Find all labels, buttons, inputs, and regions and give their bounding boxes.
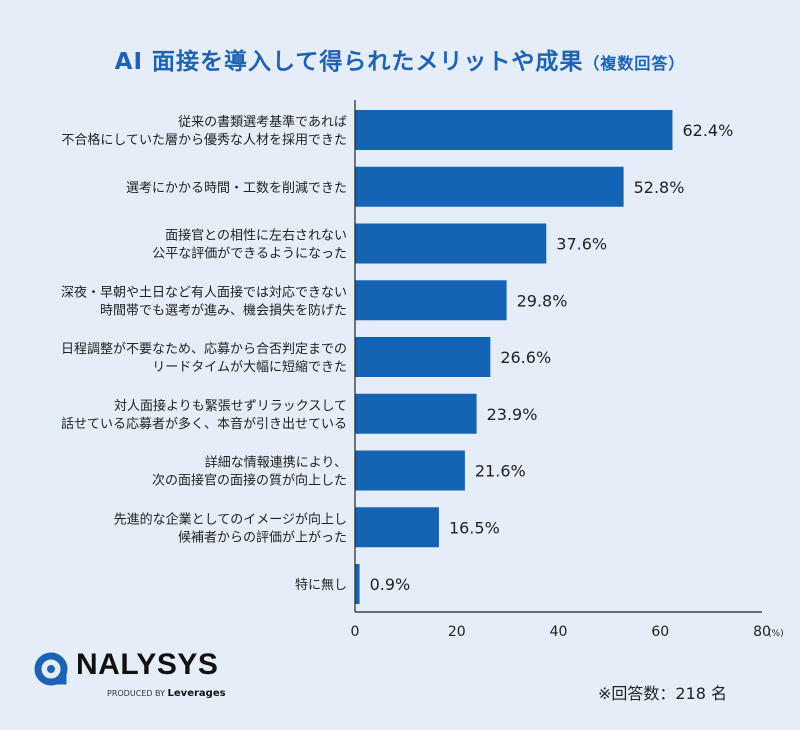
category-label: 時間帯でも選考が進み、機会損失を防げた: [100, 302, 347, 318]
chart-title: AI 面接を導入して得られたメリットや成果（複数回答）: [0, 42, 800, 76]
data-label: 52.8%: [634, 178, 685, 197]
logo-icon: [34, 652, 68, 686]
data-label: 26.6%: [500, 348, 551, 367]
logo-name: NALYSYS: [76, 648, 219, 681]
bar: [355, 166, 624, 207]
category-label: 面接官との相性に左右されない: [165, 228, 347, 244]
category-label: 選考にかかる時間・工数を削減できた: [126, 180, 347, 196]
category-label: 不合格にしていた層から優秀な人材を採用できた: [61, 132, 347, 148]
category-label: 深夜・早朝や土日など有人面接では対応できない: [61, 284, 347, 300]
company-name: Leverages: [167, 688, 226, 699]
data-label: 21.6%: [475, 462, 526, 481]
x-tick-label: 20: [448, 624, 466, 640]
bar: [355, 564, 360, 604]
category-label: 従来の書類選考基準であれば: [178, 114, 347, 130]
title-text: AI 面接を導入して得られたメリットや成果: [114, 49, 584, 75]
category-label: 候補者からの評価が上がった: [178, 530, 347, 545]
x-axis-unit: (%): [768, 629, 784, 639]
data-label: 37.6%: [556, 235, 607, 254]
data-label: 62.4%: [682, 121, 733, 140]
data-label: 0.9%: [370, 575, 411, 594]
title-note: （複数回答）: [583, 54, 686, 73]
category-label: 話せている応募者が多く、本音が引き出せている: [61, 416, 347, 432]
x-tick-label: 60: [651, 624, 669, 640]
category-label: 先進的な企業としてのイメージが向上し: [114, 511, 347, 527]
bar: [355, 337, 491, 377]
respondent-count: ※回答数：218 名: [598, 684, 728, 703]
produced-by-text: PRODUCED BY: [107, 689, 165, 698]
category-label: 特に無し: [295, 578, 347, 593]
category-label: リードタイムが大幅に短縮できた: [152, 359, 347, 375]
category-label: 日程調整が不要なため、応募から合否判定までの: [61, 342, 347, 357]
category-label: 対人面接よりも緊張せずリラックスして: [114, 398, 347, 414]
data-label: 23.9%: [487, 405, 538, 424]
bar: [355, 450, 465, 491]
x-tick-label: 0: [351, 624, 360, 640]
bar: [355, 110, 673, 150]
bar: [355, 280, 507, 321]
bar: [355, 507, 439, 548]
category-label: 公平な評価ができるようになった: [152, 247, 347, 262]
data-label: 16.5%: [449, 518, 500, 537]
logo-produced-by: PRODUCED BY Leverages: [107, 688, 226, 699]
bar: [355, 393, 477, 434]
data-label: 29.8%: [517, 291, 568, 310]
category-label: 次の面接官の面接の質が向上した: [152, 473, 347, 489]
x-tick-label: 40: [550, 624, 568, 640]
x-tick-label: 80: [753, 624, 771, 640]
bar: [355, 223, 547, 264]
category-label: 詳細な情報連携により、: [205, 455, 347, 471]
